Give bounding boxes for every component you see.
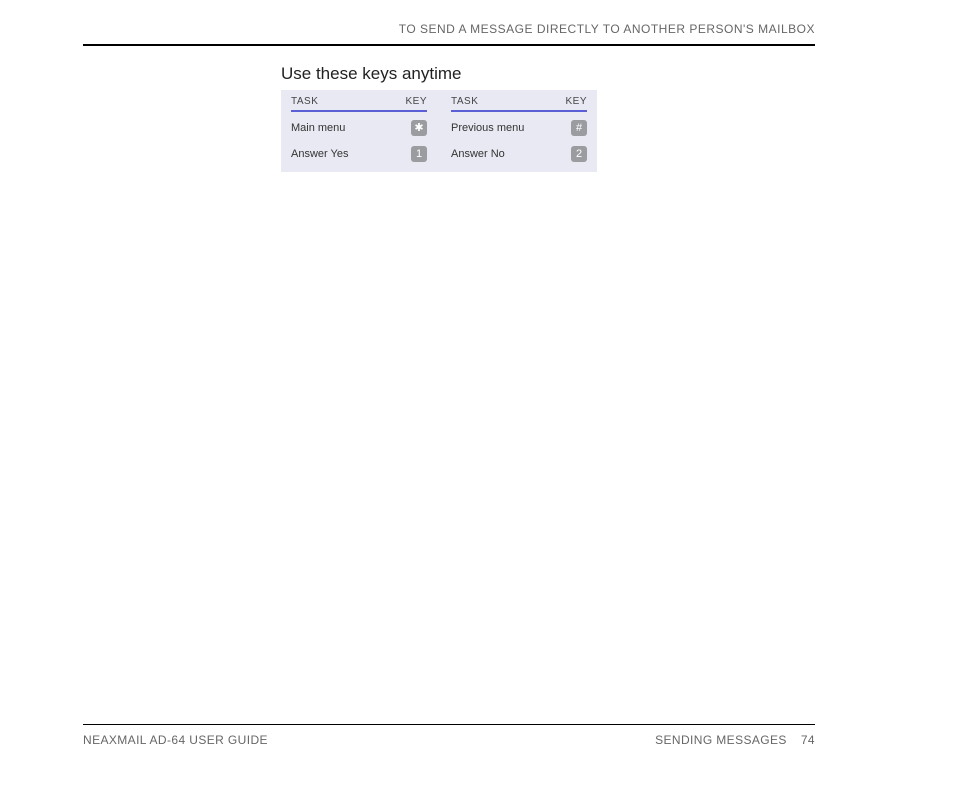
section-title: Use these keys anytime bbox=[281, 64, 815, 84]
footer-rule bbox=[83, 724, 815, 725]
key-row: Previous menu # bbox=[451, 120, 587, 136]
key-button-1: 1 bbox=[411, 146, 427, 162]
keys-table: TASK KEY Main menu ✱ Answer Yes 1 TASK K… bbox=[281, 90, 597, 172]
page-footer: NEAXMAIL AD-64 USER GUIDE SENDING MESSAG… bbox=[83, 724, 815, 747]
column-head: TASK KEY bbox=[291, 96, 427, 112]
task-label: Previous menu bbox=[451, 122, 524, 134]
key-row: Answer No 2 bbox=[451, 146, 587, 162]
task-label: Answer Yes bbox=[291, 148, 348, 160]
column-head-task: TASK bbox=[451, 96, 478, 107]
footer-row: NEAXMAIL AD-64 USER GUIDE SENDING MESSAG… bbox=[83, 733, 815, 747]
key-row: Main menu ✱ bbox=[291, 120, 427, 136]
column-head-key: KEY bbox=[565, 96, 587, 107]
column-head-key: KEY bbox=[405, 96, 427, 107]
task-label: Main menu bbox=[291, 122, 345, 134]
keys-column-right: TASK KEY Previous menu # Answer No 2 bbox=[451, 96, 587, 162]
footer-page-number: 74 bbox=[801, 733, 815, 747]
footer-right: SENDING MESSAGES 74 bbox=[655, 733, 815, 747]
key-button-star: ✱ bbox=[411, 120, 427, 136]
page-header-title: TO SEND A MESSAGE DIRECTLY TO ANOTHER PE… bbox=[83, 22, 815, 36]
key-button-2: 2 bbox=[571, 146, 587, 162]
header-rule bbox=[83, 44, 815, 46]
key-button-hash: # bbox=[571, 120, 587, 136]
footer-left-text: NEAXMAIL AD-64 USER GUIDE bbox=[83, 733, 268, 747]
keys-column-left: TASK KEY Main menu ✱ Answer Yes 1 bbox=[291, 96, 427, 162]
column-head-task: TASK bbox=[291, 96, 318, 107]
key-row: Answer Yes 1 bbox=[291, 146, 427, 162]
task-label: Answer No bbox=[451, 148, 505, 160]
footer-section-text: SENDING MESSAGES bbox=[655, 733, 787, 747]
column-head: TASK KEY bbox=[451, 96, 587, 112]
